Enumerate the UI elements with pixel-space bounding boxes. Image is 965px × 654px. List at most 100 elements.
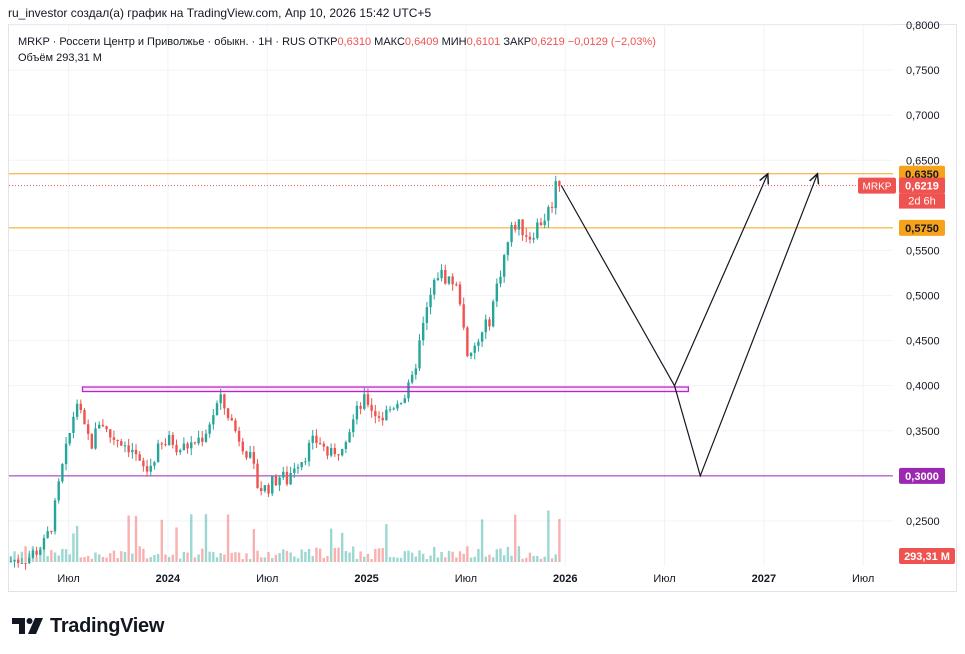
volume-bar [68,554,71,563]
volume-bar [514,514,517,563]
volume-bar [429,555,432,563]
volume-bar [466,546,469,563]
volume-bar [75,525,79,563]
candle-body [116,440,119,442]
volume-bar [528,552,532,563]
chart-legend: MRKP · Россети Центр и Приволжье · обыкн… [18,36,656,48]
tradingview-logo[interactable]: TradingView [12,612,164,640]
volume-bar [440,552,443,563]
candle-body [484,319,487,333]
tradingview-brand: TradingView [50,614,165,637]
candle-body [344,442,348,449]
volume-bar [414,556,418,563]
volume-bar [550,558,554,563]
volume-bar [112,550,116,563]
legend-symbol[interactable]: MRKP · Россети Центр и Приволжье · обыкн… [18,36,306,48]
volume-bar [447,550,451,563]
volume-bar [359,551,362,563]
level-badge-label: 0,6219 [905,181,939,193]
candle-body [322,443,325,447]
candle-body [123,445,127,447]
candle-body [120,441,123,446]
candle-body [175,444,178,453]
x-tick-label: 2027 [752,573,776,585]
volume-bar [175,527,178,563]
volume-bar [403,551,406,563]
candle-body [366,394,370,405]
candle-body [94,428,97,449]
volume-bar [186,552,189,563]
candle-body [20,562,24,564]
volume-bar [477,548,480,563]
symbol-tag [858,177,896,194]
volume-bar [42,551,46,563]
candle-body [480,332,484,342]
volume-bar [407,550,410,563]
volume-bar [462,553,465,563]
volume-bar [315,547,318,563]
volume-bar [83,557,86,563]
volume-bar [433,546,436,563]
legend-high-label: МАКС [374,36,405,48]
candle-body [528,236,532,240]
volume-bar [267,552,270,563]
candle-body [149,465,152,472]
candle-body [550,207,554,209]
candle-body [381,417,384,421]
candle-body [558,181,561,186]
candle-body [241,441,244,452]
candle-body [296,467,300,469]
resistance-box [81,386,690,393]
volume-bar [473,556,476,563]
candle-body [64,443,68,465]
candle-body [532,238,535,240]
volume-bar [326,555,329,563]
candle-body [462,304,465,328]
volume-bar [105,557,108,563]
volume-bar [215,557,219,563]
volume-bar [495,549,499,563]
volume-bar [86,556,90,563]
candle-body [304,461,307,463]
countdown-badge [899,193,945,209]
volume-bar [421,553,425,563]
volume-bar [517,546,521,563]
volume-bar [329,528,333,563]
candle-body [223,394,226,409]
volume-bar [90,558,94,563]
candle-body [326,446,329,456]
volume-bar [388,557,392,563]
y-tick-label: 0,7000 [906,110,940,122]
volume-bar [226,514,230,563]
volume-bar [285,550,289,563]
volume-bar [212,552,215,563]
volume-bar [98,554,101,563]
candle-body [447,276,451,284]
candle-body [440,269,443,279]
x-tick-label: Июл [852,573,874,585]
candle-body [248,452,252,458]
candle-body [352,419,355,433]
candle-body [355,405,359,420]
volume-bar [304,551,307,563]
tradingview-logo-icon [12,618,43,634]
candle-body [39,549,42,555]
legend-close-value: 0,6219 [531,36,565,48]
candle-body [153,462,156,466]
volume-bar [554,554,557,563]
candle-body [190,442,193,449]
candle-body [547,207,550,221]
volume-bar [53,552,57,563]
candle-body [46,531,49,538]
candle-body [156,443,160,463]
level-badge-label: 0,5750 [905,223,939,235]
candle-body [50,531,53,533]
volume-bar [46,556,49,563]
candle-body [340,448,344,456]
legend-close-label: ЗАКР [503,36,532,48]
candle-body [554,181,557,209]
volume-bar [201,548,204,563]
candle-body [112,437,116,441]
volume-bar [208,551,211,563]
